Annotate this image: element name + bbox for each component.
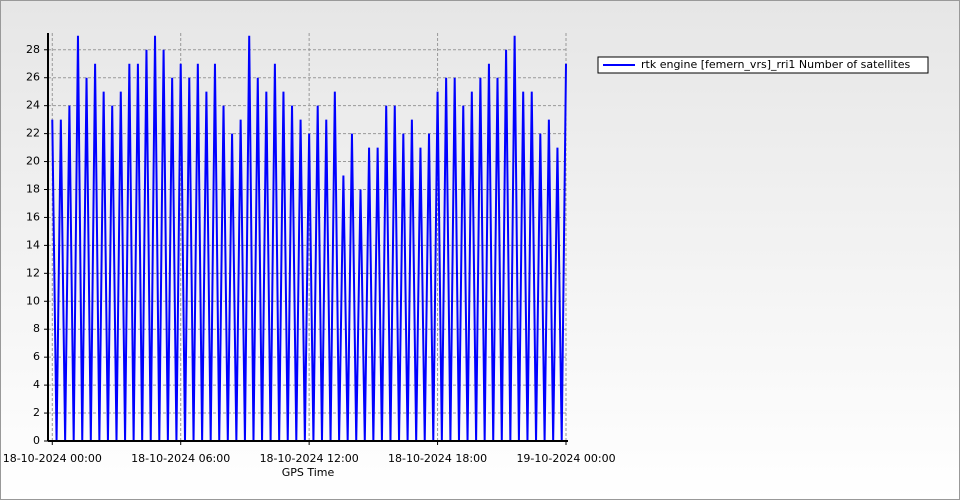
x-tick-label: 18-10-2024 12:00 bbox=[260, 452, 359, 465]
legend-label: rtk engine [femern_vrs]_rri1 Number of s… bbox=[641, 58, 910, 71]
y-tick-label: 14 bbox=[26, 238, 40, 251]
y-tick-label: 28 bbox=[26, 43, 40, 56]
y-tick-label: 6 bbox=[33, 350, 40, 363]
x-tick-label: 18-10-2024 18:00 bbox=[388, 452, 487, 465]
y-tick-label: 8 bbox=[33, 322, 40, 335]
legend: rtk engine [femern_vrs]_rri1 Number of s… bbox=[597, 56, 929, 74]
y-tick-label: 4 bbox=[33, 378, 40, 391]
y-tick-label: 10 bbox=[26, 294, 40, 307]
x-tick-label: 18-10-2024 06:00 bbox=[131, 452, 230, 465]
y-tick-label: 16 bbox=[26, 210, 40, 223]
y-tick-label: 2 bbox=[33, 406, 40, 419]
line-series bbox=[51, 35, 567, 442]
y-tick-label: 20 bbox=[26, 155, 40, 168]
y-tick-label: 26 bbox=[26, 71, 40, 84]
y-tick-label: 24 bbox=[26, 99, 40, 112]
y-tick-label: 0 bbox=[33, 434, 40, 447]
x-tick-label: 18-10-2024 00:00 bbox=[3, 452, 102, 465]
y-tick-label: 18 bbox=[26, 182, 40, 195]
x-axis-label: GPS Time bbox=[282, 466, 335, 479]
y-tick-label: 12 bbox=[26, 266, 40, 279]
y-tick-label: 22 bbox=[26, 127, 40, 140]
legend-box bbox=[597, 56, 929, 74]
x-tick-label: 19-10-2024 00:00 bbox=[516, 452, 615, 465]
